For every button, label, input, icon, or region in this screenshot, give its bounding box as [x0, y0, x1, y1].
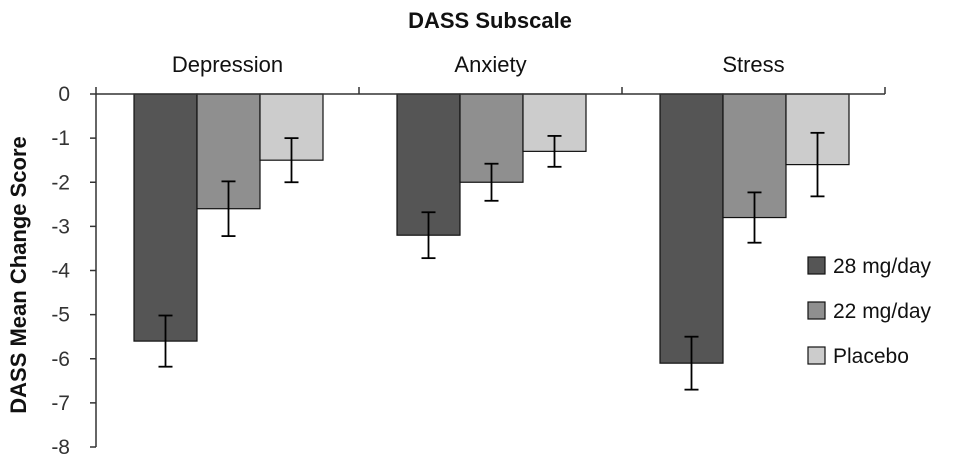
y-tick-label: -5 — [51, 304, 70, 327]
legend-label-2: Placebo — [833, 345, 909, 368]
y-axis-label: DASS Mean Change Score — [6, 136, 31, 414]
category-labels: Depression Anxiety Stress — [172, 52, 785, 77]
bars-layer — [133, 93, 850, 364]
y-tick-label: -4 — [51, 260, 70, 283]
axes-layer — [90, 87, 886, 448]
legend-label-0: 28 mg/day — [833, 255, 932, 278]
legend-swatch-1 — [807, 301, 826, 320]
legend-swatch-2 — [807, 346, 826, 365]
legend: 28 mg/day 22 mg/day Placebo — [807, 255, 932, 368]
chart-title: DASS Subscale — [408, 8, 572, 33]
y-tick-label: -6 — [51, 348, 70, 371]
y-tick-labels: 0 -1 -2 -3 -4 -5 -6 -7 -8 — [51, 83, 70, 459]
y-tick-label: 0 — [58, 83, 70, 106]
bar-stress-series-0 — [659, 93, 724, 364]
error-bars-layer — [158, 131, 825, 391]
category-label-stress: Stress — [722, 52, 784, 77]
legend-label-1: 22 mg/day — [833, 300, 932, 323]
category-label-depression: Depression — [172, 52, 283, 77]
bar-depression-series-0 — [133, 93, 198, 342]
y-tick-label: -3 — [51, 215, 70, 238]
y-tick-label: -1 — [51, 127, 70, 150]
y-tick-label: -7 — [51, 392, 70, 415]
legend-swatch-0 — [807, 256, 826, 275]
category-label-anxiety: Anxiety — [454, 52, 526, 77]
y-tick-label: -2 — [51, 171, 70, 194]
y-tick-label: -8 — [51, 436, 70, 459]
